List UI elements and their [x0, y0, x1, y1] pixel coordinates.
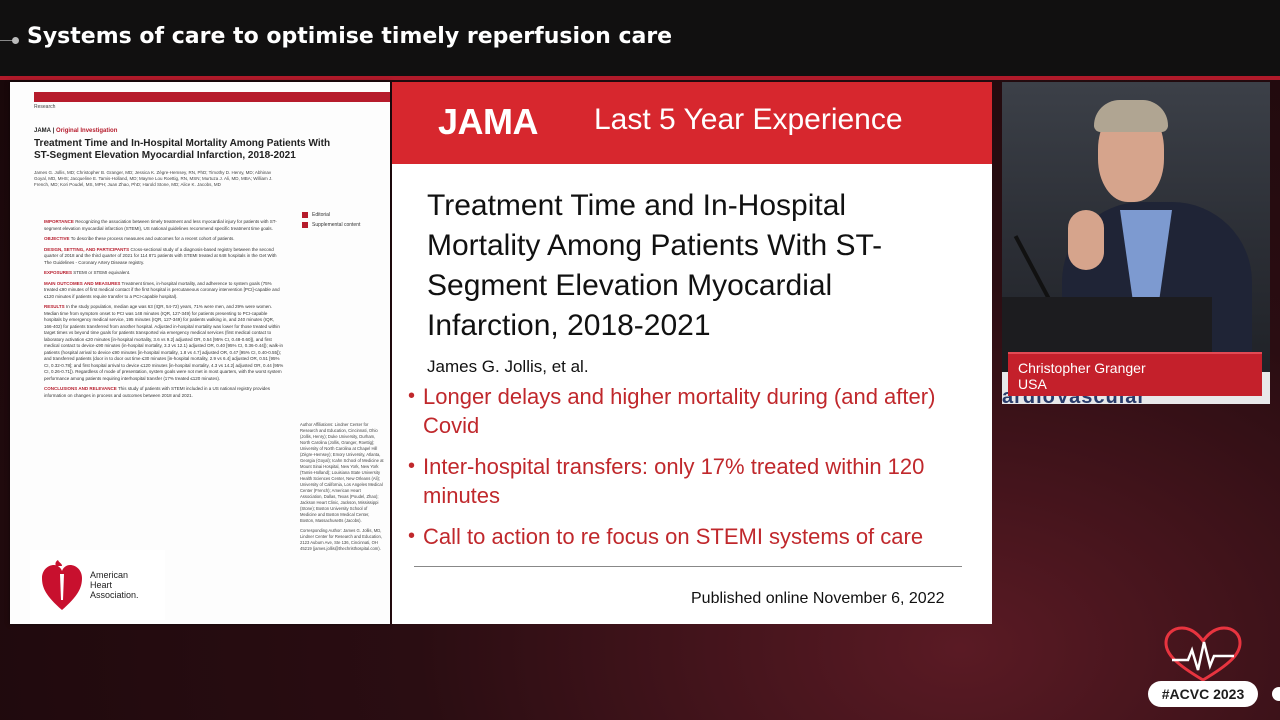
supplemental-link: Supplemental content: [302, 220, 360, 230]
abstract-paragraph: CONCLUSIONS AND RELEVANCE This study of …: [44, 386, 271, 398]
abstract-paragraph: MAIN OUTCOMES AND MEASURES Treatment tim…: [44, 280, 280, 299]
speaker-name: Christopher Granger: [1018, 360, 1146, 376]
aha-heart-torch-icon: [42, 560, 82, 610]
header-dot-icon: [12, 37, 19, 44]
speaker-country: USA: [1018, 376, 1047, 392]
abstract-paragraph: EXPOSURES STEMI or STEMI equivalent.: [44, 270, 131, 275]
slide-bullets: Longer delays and higher mortality durin…: [408, 382, 992, 563]
bullet-item: Longer delays and higher mortality durin…: [408, 382, 992, 440]
microphone-icon: [1013, 235, 1051, 299]
speaker-hair: [1094, 100, 1168, 132]
acvc-heart-logo-icon: [1164, 626, 1242, 682]
session-title: Systems of care to optimise timely reper…: [27, 24, 673, 49]
header-line: [0, 40, 14, 41]
article-title: Treatment Time and In-Hospital Mortality…: [34, 138, 331, 161]
slide-byline: James G. Jollis, et al.: [427, 357, 589, 376]
header-divider: [0, 76, 1280, 80]
slide-banner-title: Last 5 Year Experience: [594, 103, 903, 136]
publication-date: Published online November 6, 2022: [691, 590, 945, 607]
speaker-hand: [1068, 210, 1104, 270]
event-hashtag: #ACVC 2023: [1148, 681, 1258, 707]
bullet-item: Inter-hospital transfers: only 17% treat…: [408, 452, 992, 510]
abstract-paragraph: OBJECTIVE To describe these process meas…: [44, 236, 235, 241]
article-authors: James G. Jollis, MD; Christopher B. Gran…: [34, 170, 273, 187]
article-abstract: IMPORTANCE Recognizing the association b…: [44, 219, 284, 403]
slide-heading: Treatment Time and In-Hospital Mortality…: [427, 189, 883, 342]
article-affiliations: Author Affiliations: Lindner Center for …: [300, 422, 384, 551]
hashtag-dot-icon: [1272, 687, 1280, 701]
abstract-paragraph: IMPORTANCE Recognizing the association b…: [44, 219, 277, 231]
plus-icon: [302, 221, 308, 228]
slide-banner: JAMA Last 5 Year Experience: [392, 82, 992, 164]
plus-icon: [302, 211, 308, 218]
bullet-item: Call to action to re focus on STEMI syst…: [408, 522, 992, 551]
speaker-nameplate: Christopher Granger USA: [1008, 352, 1262, 396]
article-preview: Research JAMA | Original Investigation T…: [10, 82, 390, 624]
jama-logo: JAMA: [438, 101, 539, 142]
abstract-paragraph: DESIGN, SETTING, AND PARTICIPANTS Cross-…: [44, 246, 277, 265]
article-section: Research: [34, 104, 56, 110]
article-header-bar: [34, 92, 390, 102]
presentation-slide: JAMA Last 5 Year Experience Treatment Ti…: [392, 82, 992, 624]
corresponding-author: Corresponding Author: James G. Jollis, M…: [300, 528, 382, 551]
aha-logo-text: American Heart Association.: [90, 570, 139, 600]
editorial-link: Editorial: [302, 210, 360, 220]
slide-divider: [414, 566, 962, 567]
article-journal: JAMA | Original Investigation: [34, 128, 118, 134]
article-journal-name: JAMA: [34, 128, 52, 134]
article-type: Original Investigation: [56, 128, 118, 134]
article-side-links: Editorial Supplemental content: [302, 210, 360, 230]
abstract-paragraph: RESULTS In the study population, median …: [44, 304, 284, 381]
session-header: Systems of care to optimise timely reper…: [0, 0, 1280, 76]
aha-logo: American Heart Association.: [30, 550, 165, 620]
